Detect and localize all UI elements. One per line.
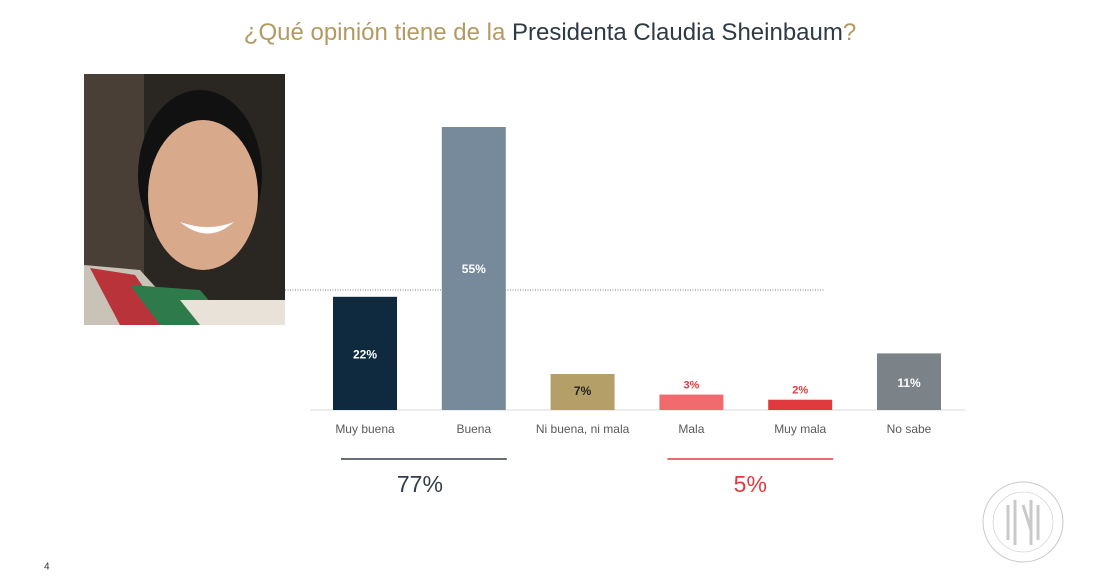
logo — [982, 481, 1064, 563]
photo-face — [148, 120, 258, 270]
group-total: 77% — [397, 471, 443, 497]
value-label: 7% — [574, 384, 592, 398]
logo-ring — [982, 481, 1064, 563]
bar — [659, 394, 724, 410]
page-number: 4 — [44, 562, 50, 573]
title-part: Presidenta Claudia Sheinbaum — [512, 19, 843, 46]
chart-title: ¿Qué opinión tiene de la Presidenta Clau… — [244, 19, 856, 46]
value-label: 2% — [792, 385, 808, 397]
logo-mark — [1006, 500, 1040, 545]
bar — [877, 353, 941, 410]
bar — [550, 373, 615, 410]
title-part: ? — [843, 19, 856, 46]
value-label: 22% — [353, 348, 377, 362]
photo-smile — [180, 222, 234, 234]
photo-dress — [180, 300, 285, 325]
bar — [768, 399, 833, 410]
x-tick-label: Muy buena — [335, 422, 395, 436]
group-total: 5% — [734, 471, 767, 497]
bar — [441, 127, 506, 410]
value-label: 3% — [683, 379, 699, 391]
value-label: 55% — [462, 262, 486, 276]
x-tick-label: Ni buena, ni mala — [536, 422, 630, 436]
x-tick-label: Mala — [678, 422, 704, 436]
value-label: 11% — [897, 376, 921, 390]
bar — [333, 296, 397, 410]
title-part: ¿Qué opinión tiene de la — [244, 19, 512, 46]
photo — [84, 74, 285, 325]
logo-ring-inner — [992, 491, 1054, 553]
x-tick-label: Muy mala — [774, 422, 826, 436]
x-tick-label: No sabe — [887, 422, 932, 436]
x-tick-label: Buena — [456, 422, 491, 436]
